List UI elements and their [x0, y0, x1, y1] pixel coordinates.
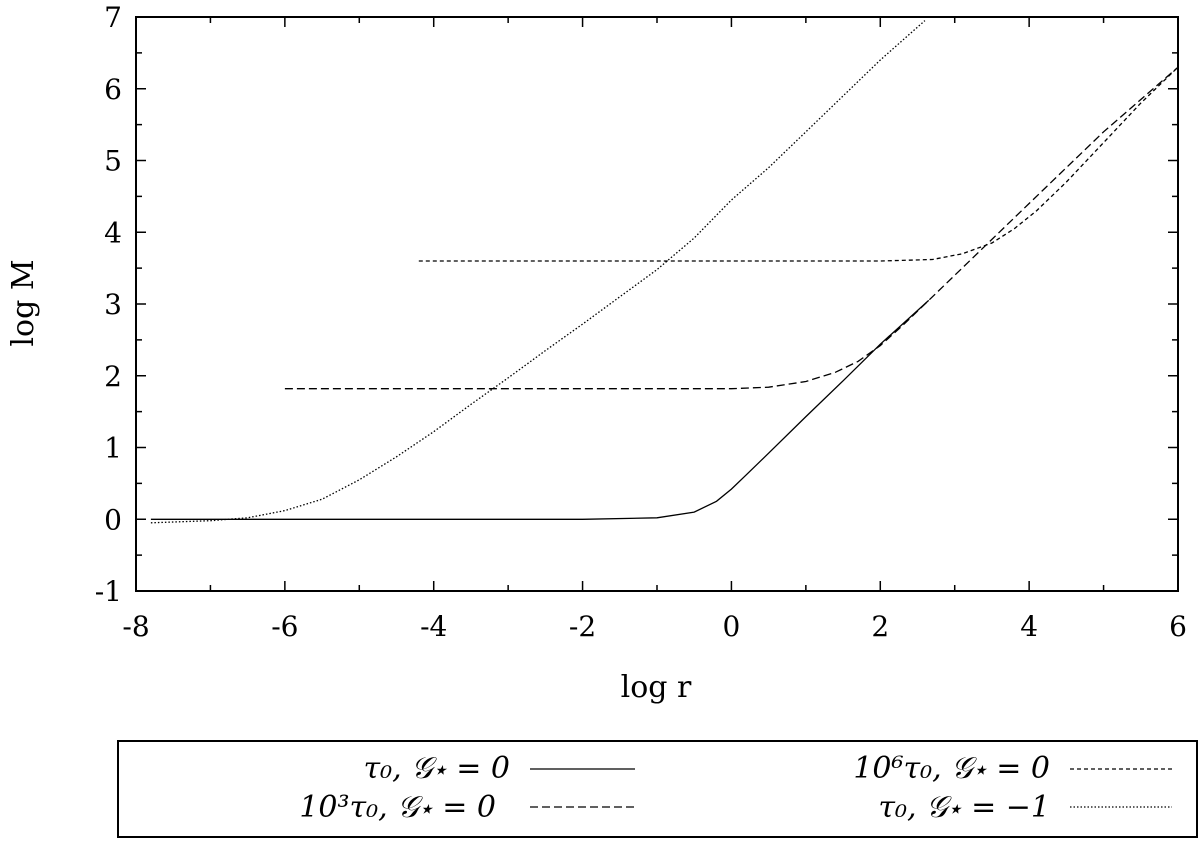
y-tick-label: 6 — [104, 73, 122, 106]
legend-label-2: 10³τ₀, 𝒢⋆ = 0 — [299, 790, 496, 825]
legend-label-4: τ₀, 𝒢⋆ = −1 — [878, 790, 1050, 825]
y-tick-label: 0 — [104, 503, 122, 536]
y-tick-label: 5 — [104, 145, 122, 178]
legend-label-3: 10⁶τ₀, 𝒢⋆ = 0 — [853, 751, 1050, 786]
series-line-3 — [418, 66, 1179, 262]
y-tick-label: 2 — [104, 360, 122, 393]
x-tick-label: 4 — [1020, 610, 1038, 643]
series-line-2 — [284, 66, 1179, 390]
axis-ticks: -8 -6 -4 -2 0 2 4 6 -1 0 1 2 3 4 5 6 7 — [95, 1, 1187, 643]
series-line-4 — [150, 20, 926, 524]
y-tick-label: 4 — [104, 216, 122, 249]
legend: τ₀, 𝒢⋆ = 0 10³τ₀, 𝒢⋆ = 0 10⁶τ₀, 𝒢⋆ = 0 τ₀, … — [117, 740, 1198, 838]
x-tick-label: -2 — [569, 610, 596, 643]
legend-box — [117, 740, 1198, 838]
x-axis-label: log r — [621, 670, 692, 705]
x-tick-label: -8 — [122, 610, 149, 643]
y-axis-label: log M — [6, 259, 41, 346]
y-tick-label: 7 — [104, 1, 122, 34]
x-tick-label: -6 — [271, 610, 298, 643]
series-lines — [150, 20, 1179, 524]
x-tick-label: 0 — [723, 610, 741, 643]
plot-area — [135, 16, 1179, 592]
x-tick-label: 2 — [871, 610, 889, 643]
legend-label-1: τ₀, 𝒢⋆ = 0 — [364, 751, 510, 786]
x-tick-label: -4 — [420, 610, 447, 643]
x-tick-label: 6 — [1169, 610, 1187, 643]
series-line-1 — [150, 299, 930, 520]
plot-frame — [135, 16, 1179, 592]
y-tick-label: -1 — [95, 575, 122, 608]
y-tick-label: 1 — [104, 432, 122, 465]
y-tick-label: 3 — [104, 288, 122, 321]
